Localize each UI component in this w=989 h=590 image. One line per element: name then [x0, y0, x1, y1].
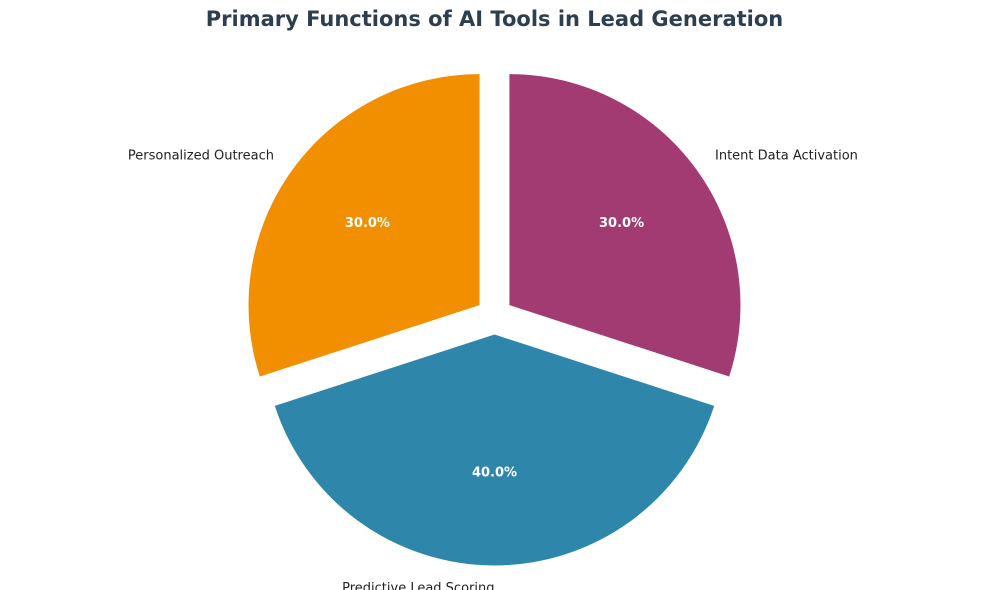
pie-labels: 30.0% Personalized Outreach 40.0% Predictiv… — [128, 148, 858, 590]
pie-slice-intent-data-activation — [509, 74, 741, 377]
pie-percent-label: 30.0% — [345, 216, 390, 231]
pie-category-label: Predictive Lead Scoring — [342, 581, 494, 590]
pie-percent-label: 40.0% — [472, 466, 517, 481]
pie-category-label: Personalized Outreach — [128, 148, 274, 163]
pie-slice-personalized-outreach — [248, 74, 480, 377]
pie-slice-predictive-lead-scoring — [274, 334, 715, 566]
pie-category-label: Intent Data Activation — [715, 148, 858, 163]
pie-percent-label: 30.0% — [599, 216, 644, 231]
pie-slices — [248, 74, 741, 566]
chart-title: Primary Functions of AI Tools in Lead Ge… — [206, 7, 784, 31]
